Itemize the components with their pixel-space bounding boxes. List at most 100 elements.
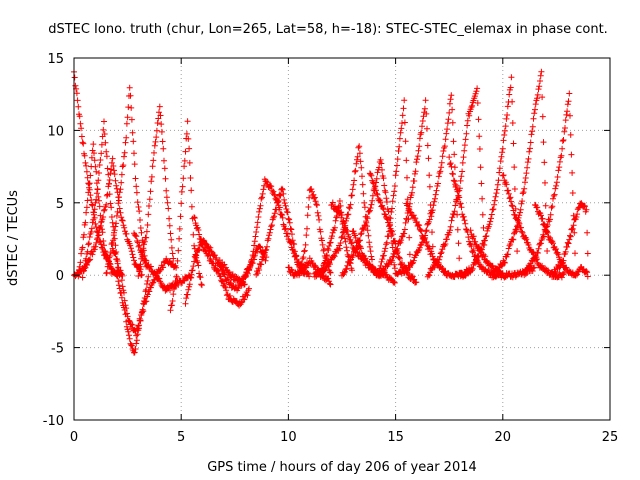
data-point xyxy=(572,250,578,257)
data-point xyxy=(467,227,474,234)
data-point xyxy=(123,323,130,330)
data-point xyxy=(132,175,139,182)
data-point xyxy=(198,236,205,243)
data-point xyxy=(268,223,275,230)
data-point xyxy=(167,307,174,314)
data-point xyxy=(156,275,163,282)
data-point xyxy=(542,179,548,186)
data-point xyxy=(226,269,232,275)
data-point xyxy=(300,254,307,261)
data-point xyxy=(388,227,395,234)
data-point xyxy=(505,190,512,197)
data-point xyxy=(93,239,100,246)
data-point xyxy=(147,263,154,270)
data-point xyxy=(477,164,484,171)
data-point xyxy=(306,273,313,280)
data-point xyxy=(171,285,178,292)
data-point xyxy=(428,250,435,257)
data-point xyxy=(379,256,386,263)
data-point xyxy=(381,182,388,189)
data-point xyxy=(118,294,125,301)
data-point xyxy=(76,113,83,120)
data-point xyxy=(123,134,130,141)
data-point xyxy=(71,74,78,81)
data-point xyxy=(136,208,143,215)
data-point xyxy=(108,265,115,271)
data-point xyxy=(345,233,352,240)
axis-ticks xyxy=(73,57,611,421)
data-point xyxy=(353,160,360,167)
data-point xyxy=(75,103,82,110)
data-point xyxy=(144,222,151,228)
data-point xyxy=(251,238,258,245)
data-point xyxy=(105,261,112,267)
data-point xyxy=(405,205,412,212)
data-point xyxy=(394,245,401,252)
data-point xyxy=(111,167,117,174)
data-point xyxy=(491,197,498,204)
data-point xyxy=(430,202,437,209)
data-point xyxy=(83,162,90,169)
data-point xyxy=(354,156,360,163)
data-point xyxy=(167,230,174,237)
data-point xyxy=(352,234,359,241)
data-point xyxy=(247,261,254,268)
data-point xyxy=(81,231,87,238)
data-point xyxy=(271,210,278,217)
data-point xyxy=(118,171,125,178)
data-point xyxy=(438,164,445,171)
data-point xyxy=(456,255,463,262)
data-point xyxy=(384,199,390,205)
data-point xyxy=(168,302,175,309)
data-point xyxy=(201,244,208,251)
data-point xyxy=(568,226,575,233)
data-point xyxy=(355,144,362,151)
data-point xyxy=(458,204,465,211)
data-point xyxy=(402,138,409,145)
data-point xyxy=(496,165,503,172)
data-point xyxy=(584,269,591,276)
data-point xyxy=(253,229,260,235)
data-point xyxy=(429,229,435,236)
data-point xyxy=(125,328,132,335)
data-point xyxy=(104,165,111,172)
data-point xyxy=(117,209,124,216)
data-point xyxy=(254,224,260,231)
data-point xyxy=(357,231,364,238)
data-point xyxy=(87,172,94,179)
data-point xyxy=(88,225,95,232)
data-point xyxy=(390,192,397,199)
data-point xyxy=(207,244,214,251)
data-point xyxy=(486,221,493,228)
data-point xyxy=(474,85,481,92)
data-point xyxy=(391,237,398,244)
data-point xyxy=(560,257,567,264)
data-point xyxy=(541,222,548,229)
data-point xyxy=(131,161,138,168)
data-point xyxy=(118,214,125,221)
data-point xyxy=(311,194,318,201)
data-point xyxy=(367,171,374,178)
data-point xyxy=(249,252,256,259)
data-point xyxy=(153,134,160,141)
data-point xyxy=(381,267,388,274)
data-point xyxy=(289,231,295,238)
data-point xyxy=(256,208,263,215)
data-point xyxy=(541,159,548,166)
data-point xyxy=(366,261,373,268)
data-point xyxy=(489,206,496,213)
data-point xyxy=(100,238,107,244)
data-point xyxy=(197,274,204,281)
data-point xyxy=(562,125,568,131)
data-point xyxy=(198,282,205,289)
data-point xyxy=(536,209,543,216)
data-point xyxy=(457,177,464,184)
data-point xyxy=(529,268,536,274)
data-point xyxy=(329,199,336,206)
data-point xyxy=(188,203,195,210)
data-point xyxy=(183,295,190,302)
data-point xyxy=(149,163,156,170)
data-point xyxy=(243,273,250,279)
data-point xyxy=(78,125,85,132)
data-point xyxy=(564,101,571,108)
